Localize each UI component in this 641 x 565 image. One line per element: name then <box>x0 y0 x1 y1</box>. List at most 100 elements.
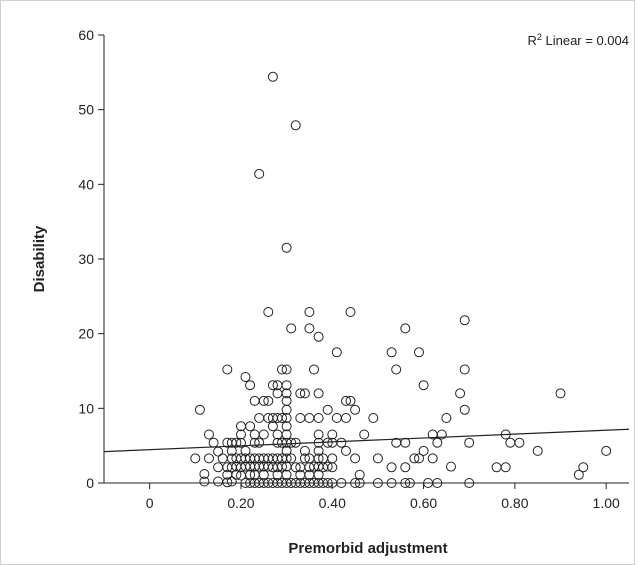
data-point <box>277 413 287 423</box>
data-point <box>213 446 224 457</box>
data-point <box>459 364 470 375</box>
data-point <box>304 413 315 423</box>
data-point <box>226 476 237 487</box>
data-point <box>404 478 415 488</box>
x-tick-label: 0.80 <box>501 495 528 511</box>
data-point <box>286 437 297 448</box>
data-point <box>345 395 356 406</box>
data-point <box>304 307 315 317</box>
data-point <box>313 445 324 456</box>
data-point <box>222 364 233 375</box>
data-point <box>204 453 214 464</box>
data-point <box>386 478 397 488</box>
data-point <box>313 469 324 480</box>
data-point <box>254 413 265 423</box>
data-point <box>240 445 251 456</box>
data-point <box>277 461 287 472</box>
data-point <box>272 388 283 399</box>
data-point <box>491 462 502 473</box>
data-point <box>400 437 411 448</box>
x-tick-label: 0.60 <box>410 495 437 511</box>
data-point <box>432 437 443 448</box>
data-point <box>331 413 342 423</box>
data-point <box>281 421 292 432</box>
x-axis-title: Premorbid adjustment <box>288 540 447 557</box>
data-point <box>400 462 411 473</box>
data-point <box>341 413 351 423</box>
data-point <box>350 478 361 488</box>
data-point <box>236 429 246 440</box>
data-point <box>213 476 224 487</box>
y-axis-title: Disability <box>31 225 48 292</box>
data-point <box>409 453 420 464</box>
data-point <box>427 453 438 464</box>
data-point <box>222 477 233 488</box>
data-point <box>555 388 566 399</box>
data-point <box>258 429 269 440</box>
data-point <box>345 307 356 317</box>
data-point <box>331 347 342 358</box>
data-point <box>341 445 351 456</box>
data-point <box>254 437 265 448</box>
data-point <box>281 453 292 464</box>
y-tick-label: 30 <box>78 251 94 267</box>
y-axis-ticks: 0 10 20 30 40 50 60 <box>78 27 104 491</box>
data-point <box>372 453 383 464</box>
r2-suffix: Linear = 0.004 <box>542 33 629 48</box>
y-tick-label: 10 <box>78 400 94 416</box>
data-point <box>368 413 379 423</box>
data-point <box>299 388 310 399</box>
data-point <box>213 462 224 473</box>
data-point <box>281 445 292 456</box>
data-point <box>414 347 424 358</box>
data-point <box>354 478 365 488</box>
data-point <box>236 437 246 448</box>
data-point <box>208 437 219 448</box>
data-point <box>313 429 324 440</box>
data-point <box>459 404 470 415</box>
data-point <box>514 437 525 448</box>
data-point <box>290 120 301 131</box>
data-point <box>249 429 260 440</box>
data-point <box>350 453 361 464</box>
data-point <box>418 380 429 391</box>
data-point <box>245 421 256 432</box>
data-points <box>190 71 612 488</box>
r2-prefix: R <box>527 33 536 48</box>
data-point <box>322 478 333 488</box>
data-point <box>578 462 589 473</box>
data-point <box>327 429 338 440</box>
data-point <box>240 372 251 382</box>
y-tick-label: 60 <box>78 27 94 43</box>
data-point <box>359 429 370 440</box>
data-point <box>464 478 475 488</box>
data-point <box>295 388 306 399</box>
data-point <box>281 429 292 440</box>
data-point <box>386 347 397 358</box>
fit-line <box>103 428 630 453</box>
r2-annotation: R2 Linear = 0.004 <box>527 32 629 48</box>
data-point <box>281 404 292 415</box>
data-point <box>391 364 402 375</box>
data-point <box>249 395 260 406</box>
data-point <box>281 380 292 391</box>
data-point <box>281 364 292 375</box>
data-point <box>322 461 333 472</box>
data-point <box>327 462 338 473</box>
data-point <box>446 461 456 472</box>
x-tick-label: 0 <box>146 495 154 511</box>
data-point <box>601 445 612 456</box>
data-point <box>263 307 274 317</box>
data-point <box>299 445 310 456</box>
data-point <box>336 437 347 448</box>
data-point <box>286 453 297 464</box>
data-point <box>350 404 361 415</box>
data-point <box>436 429 447 440</box>
data-point <box>455 388 466 399</box>
data-point <box>236 421 246 432</box>
data-point <box>258 395 269 406</box>
data-point <box>267 71 278 82</box>
y-tick-label: 40 <box>78 176 94 192</box>
data-point <box>272 429 283 440</box>
data-point <box>217 453 228 464</box>
